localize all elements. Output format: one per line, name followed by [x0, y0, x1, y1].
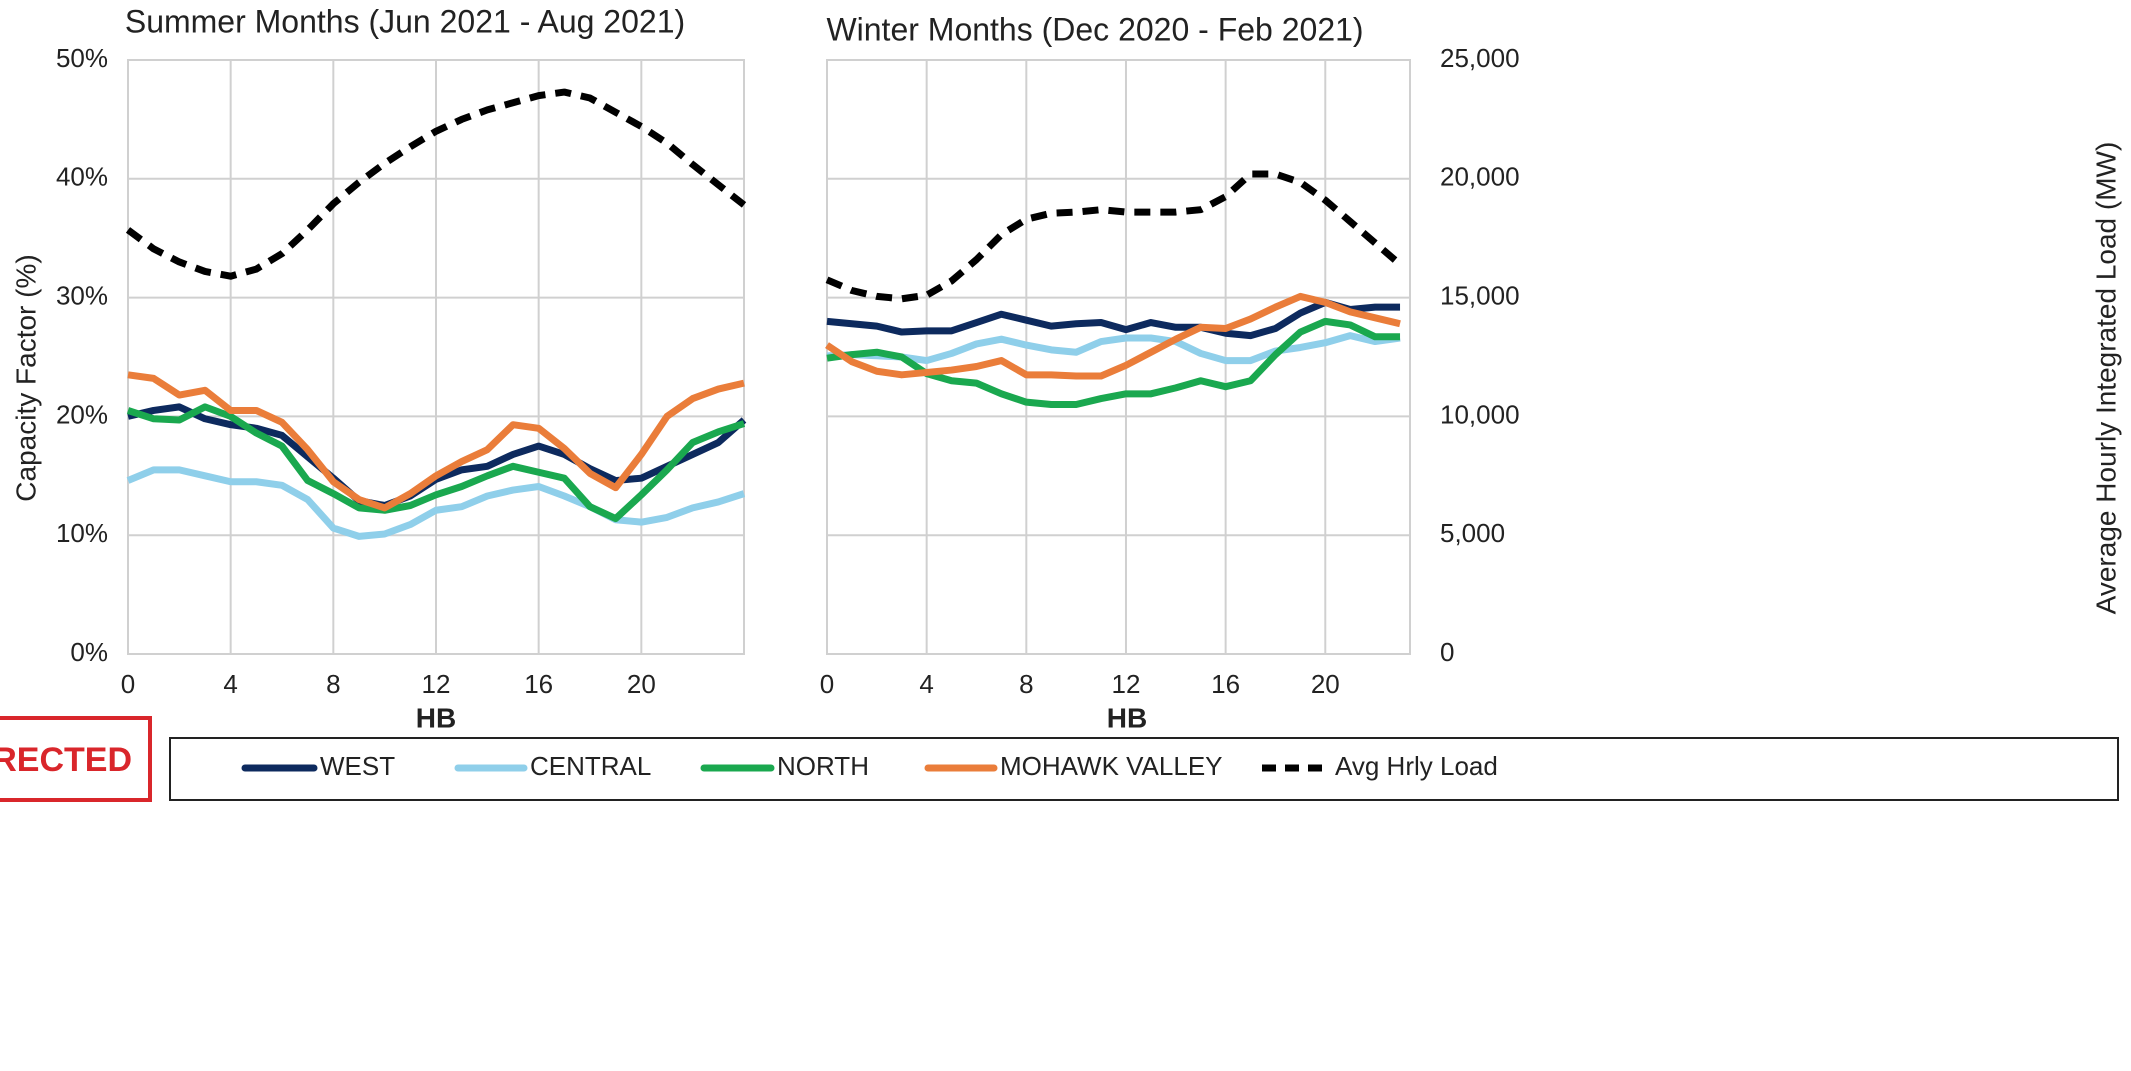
x-tick-label: 12 [1112, 669, 1141, 699]
y2-tick-label: 10,000 [1440, 399, 1520, 429]
y-axis-title: Capacity Factor (%) [10, 254, 41, 501]
series-line [825, 170, 1403, 303]
x-tick-label: 16 [524, 669, 553, 699]
series-line [125, 88, 747, 280]
series-line [825, 292, 1401, 380]
y2-axis-title: Average Hourly Integrated Load (MW) [2090, 142, 2121, 615]
legend-label: WEST [320, 751, 395, 781]
legend-label: MOHAWK VALLEY [1000, 751, 1223, 781]
x-tick-label: 12 [422, 669, 451, 699]
y2-tick-label: 25,000 [1440, 43, 1520, 73]
series-line [127, 371, 745, 512]
y-tick-label: 0% [70, 637, 108, 667]
y2-tick-label: 5,000 [1440, 518, 1505, 548]
y2-tick-label: 15,000 [1440, 280, 1520, 310]
y-tick-label: 20% [56, 399, 108, 429]
x-tick-label: 4 [919, 669, 933, 699]
x-axis-title: HB [416, 702, 456, 733]
y-tick-label: 50% [56, 43, 108, 73]
y2-tick-label: 20,000 [1440, 162, 1520, 192]
x-tick-label: 0 [121, 669, 135, 699]
x-tick-label: 4 [223, 669, 237, 699]
x-tick-label: 20 [1311, 669, 1340, 699]
y-tick-label: 30% [56, 280, 108, 310]
x-tick-label: 16 [1211, 669, 1240, 699]
series-line [126, 466, 746, 540]
x-tick-label: 8 [1019, 669, 1033, 699]
legend-box [169, 737, 2119, 801]
chart-title: Summer Months (Jun 2021 - Aug 2021) [125, 3, 685, 39]
chart-title: Winter Months (Dec 2020 - Feb 2021) [826, 11, 1363, 47]
x-tick-label: 0 [820, 669, 834, 699]
y-tick-label: 10% [56, 518, 108, 548]
x-tick-label: 20 [627, 669, 656, 699]
y-tick-label: 40% [56, 162, 108, 192]
y2-tick-label: 0 [1440, 637, 1454, 667]
stamp-box [0, 716, 152, 802]
series-line [126, 403, 746, 523]
stamp-text: RRECTED [0, 741, 132, 779]
x-axis-title: HB [1107, 702, 1147, 733]
legend-label: Avg Hrly Load [1335, 751, 1498, 781]
legend-label: CENTRAL [530, 751, 651, 781]
series-line [826, 298, 1401, 340]
series-line [826, 332, 1401, 365]
x-tick-label: 8 [326, 669, 340, 699]
legend-label: NORTH [777, 751, 869, 781]
